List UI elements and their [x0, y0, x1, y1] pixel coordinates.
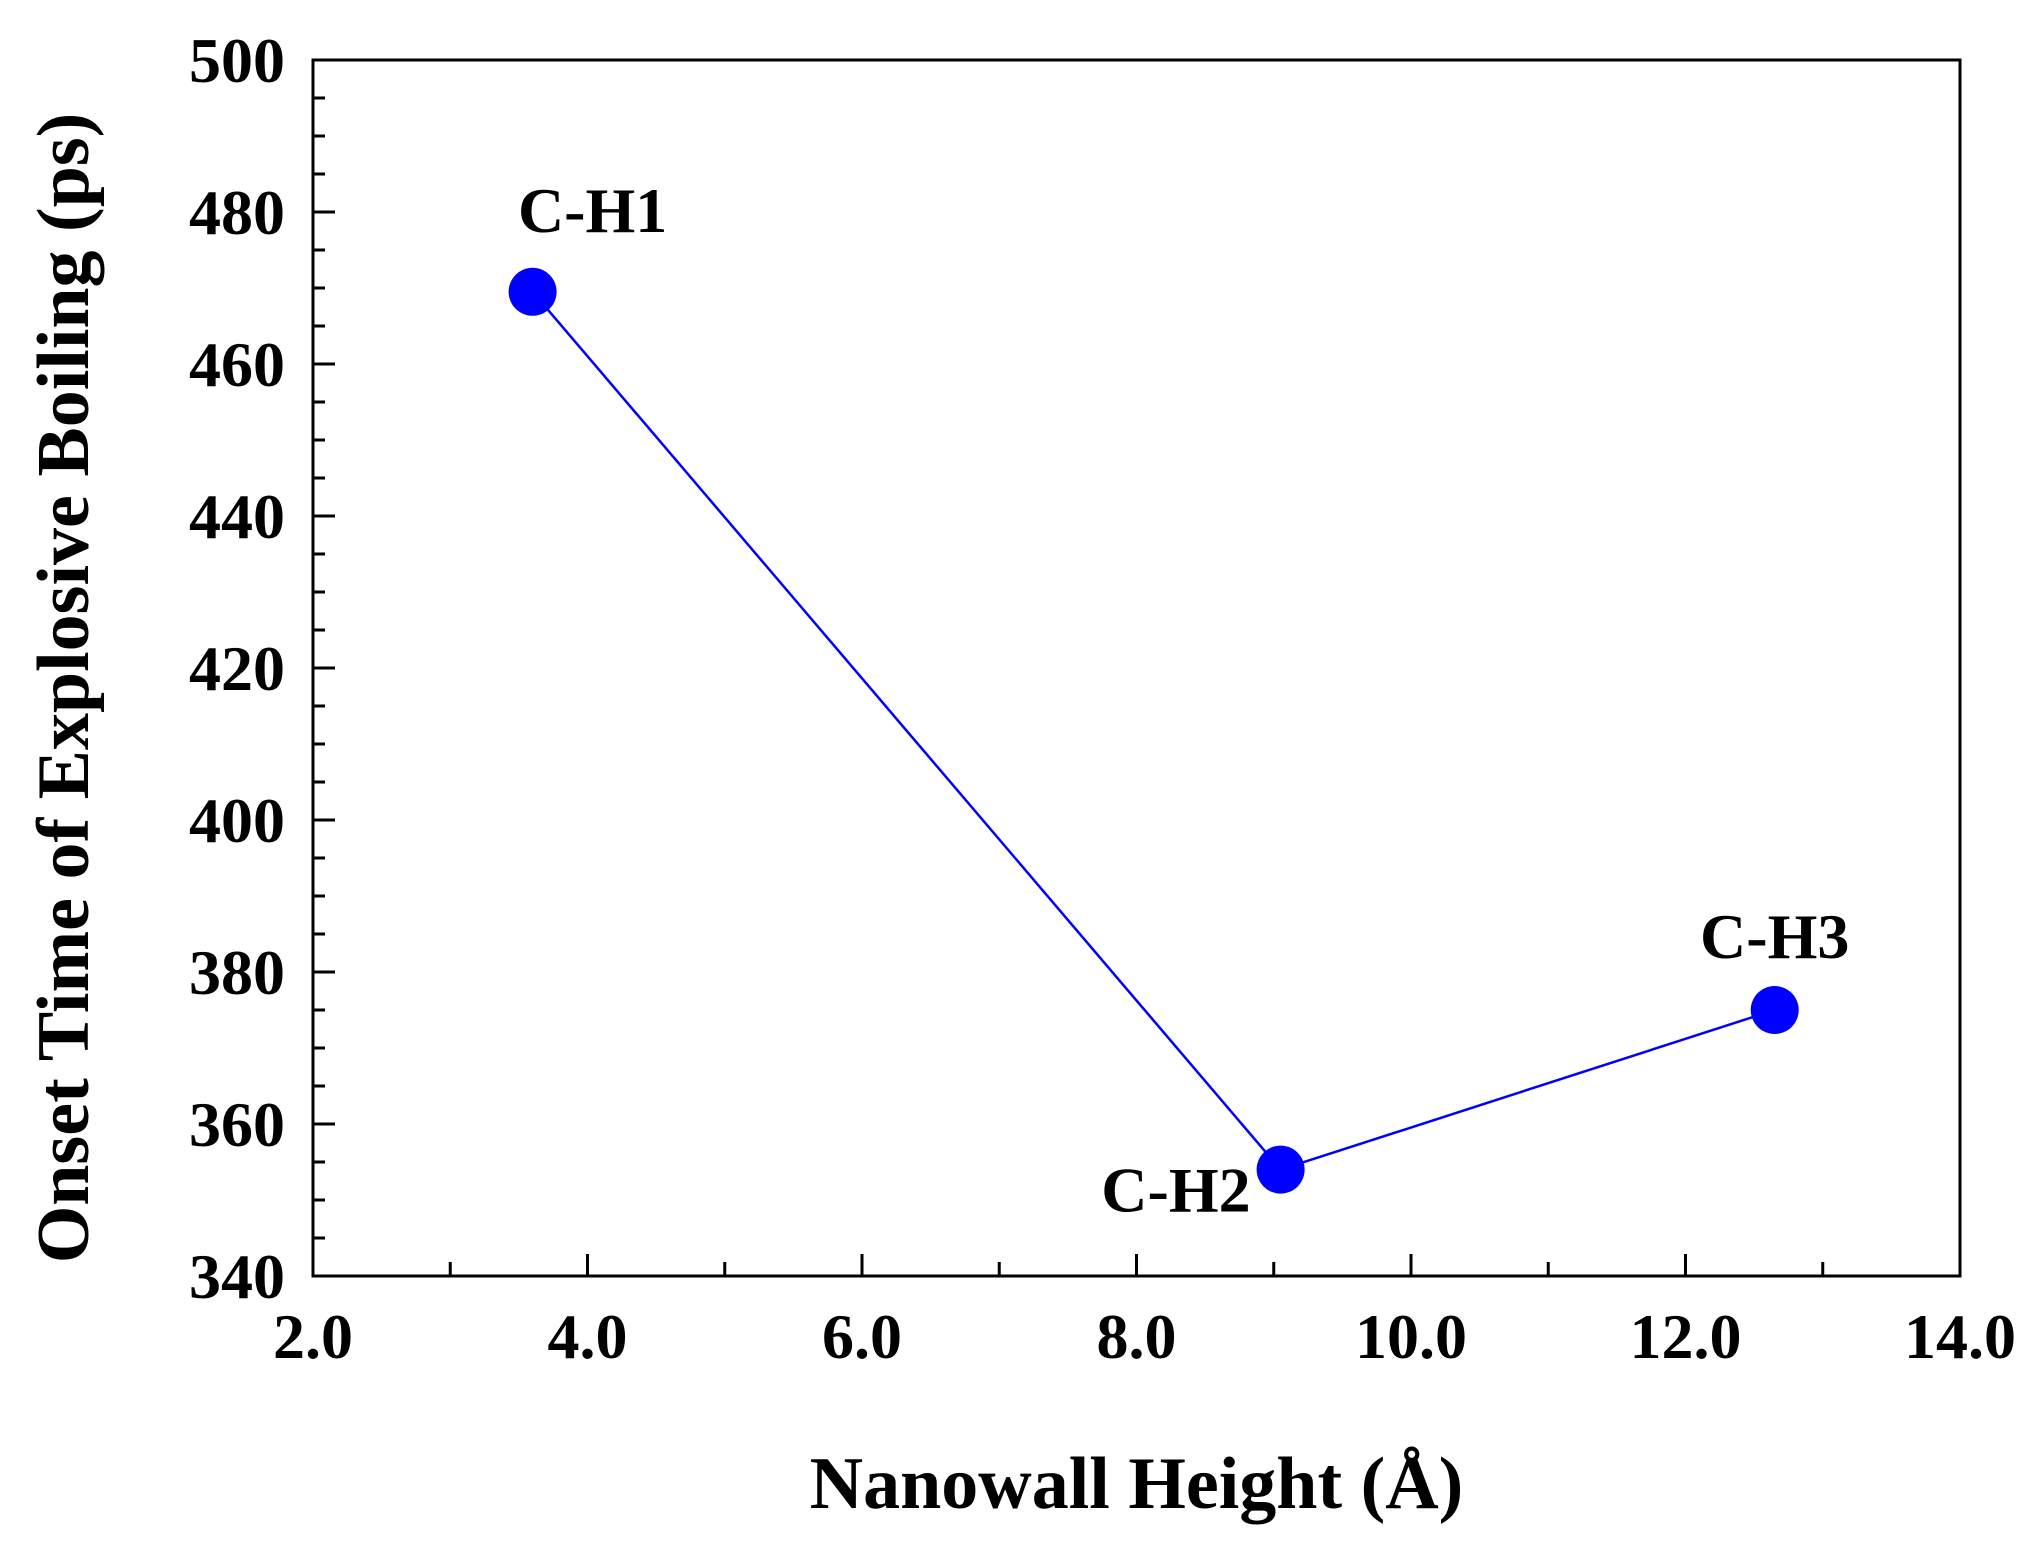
y-tick-label: 340: [189, 1241, 285, 1312]
y-tick-label: 420: [189, 633, 285, 704]
label-layer: C-H1 C-H2 C-H3: [518, 175, 1849, 1226]
axes-layer: 2.0 4.0 6.0 8.0 10.0 12.0 14.0 340 360 380 400 420 4…: [189, 25, 2016, 1372]
y-tick-label: 500: [189, 25, 285, 96]
x-axis-title: Nanowall Height (Å): [810, 1443, 1464, 1525]
series-layer: [508, 267, 1799, 1194]
data-point: [1750, 986, 1799, 1034]
x-tick-label: 8.0: [1097, 1301, 1177, 1372]
y-axis-title: Onset Time of Explosive Boiling (ps): [23, 113, 105, 1264]
series-line: [531, 290, 1776, 1172]
data-point: [508, 267, 557, 316]
x-tick-label: 10.0: [1355, 1301, 1467, 1372]
x-tick-label: 14.0: [1904, 1301, 2016, 1372]
x-tick-label: 12.0: [1630, 1301, 1742, 1372]
data-point: [1256, 1145, 1305, 1194]
y-tick-label: 460: [189, 329, 285, 400]
x-tick-label: 2.0: [273, 1301, 353, 1372]
y-tick-label: 380: [189, 937, 285, 1008]
y-tick-label: 440: [189, 481, 285, 552]
point-label: C-H1: [518, 175, 667, 246]
point-label: C-H3: [1700, 901, 1849, 972]
x-tick-label: 6.0: [822, 1301, 902, 1372]
y-tick-label: 360: [189, 1089, 285, 1160]
x-tick-label: 4.0: [548, 1301, 628, 1372]
y-tick-label: 400: [189, 785, 285, 856]
point-label: C-H2: [1101, 1155, 1250, 1226]
y-tick-label: 480: [189, 177, 285, 248]
